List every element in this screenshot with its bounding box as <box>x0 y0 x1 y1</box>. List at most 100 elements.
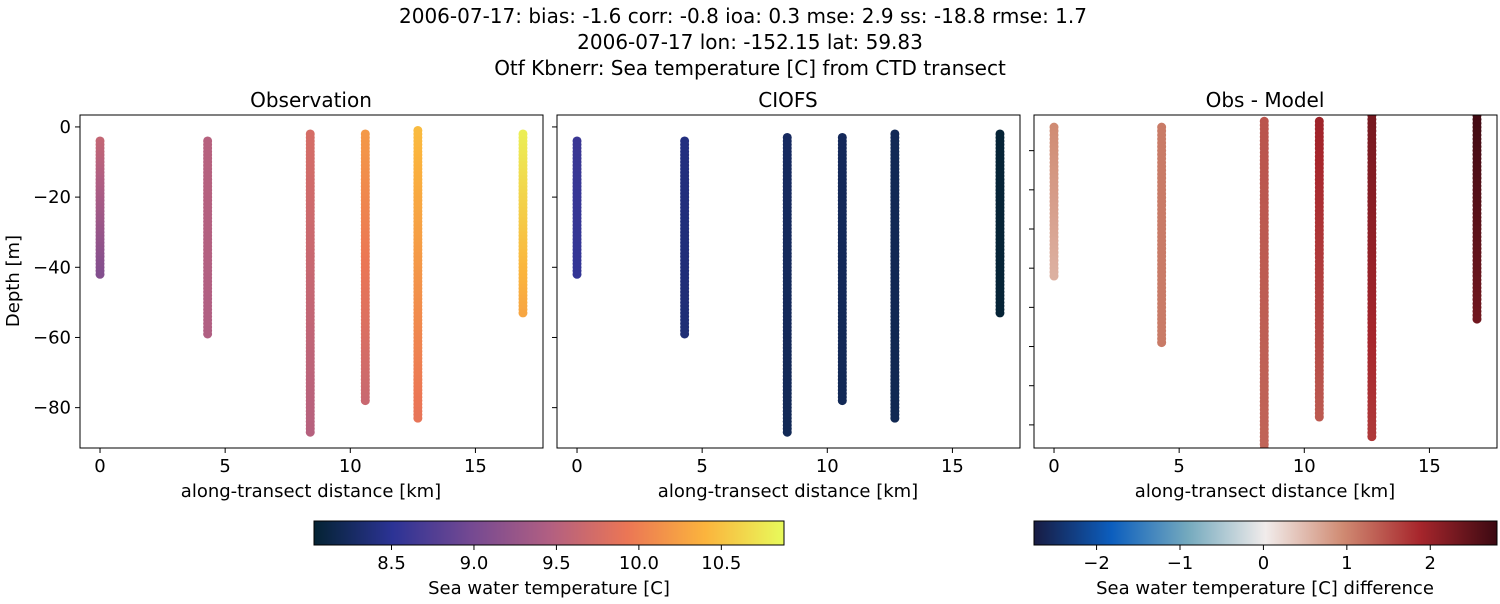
data-point-station-2 <box>305 427 315 437</box>
colorbar-segment <box>566 521 568 545</box>
colorbar-segment <box>1157 521 1159 545</box>
colorbar-segment <box>427 521 429 545</box>
colorbar-segment <box>1482 521 1484 545</box>
colorbar-segment <box>1247 521 1249 545</box>
colorbar-segment <box>680 521 682 545</box>
colorbar-segment <box>549 521 551 545</box>
colorbar-segment <box>753 521 755 545</box>
colorbar-segment <box>453 521 455 545</box>
colorbar-segment <box>556 521 558 545</box>
colorbar-segment <box>1340 521 1342 545</box>
colorbar-segment <box>323 521 325 545</box>
colorbar-segment <box>1463 521 1465 545</box>
colorbar-segment <box>1304 521 1306 545</box>
colorbar-segment <box>1230 521 1232 545</box>
colorbar-segment <box>706 521 708 545</box>
colorbar-segment <box>1480 521 1482 545</box>
colorbar-segment <box>1416 521 1418 545</box>
data-point-station-3 <box>1314 412 1324 422</box>
colorbar-segment <box>1196 521 1198 545</box>
colorbar-segment <box>1391 521 1393 545</box>
colorbar-segment <box>1438 521 1440 545</box>
colorbar-segment <box>697 521 699 545</box>
colorbar-segment <box>688 521 690 545</box>
colorbar-segment <box>1072 521 1074 545</box>
colorbar-segment <box>733 521 735 545</box>
colorbar-segment <box>1184 521 1186 545</box>
colorbar-segment <box>1061 521 1063 545</box>
colorbar-segment <box>1188 521 1190 545</box>
colorbar-segment <box>1063 521 1065 545</box>
colorbar-segment <box>321 521 323 545</box>
colorbar-segment <box>494 521 496 545</box>
colorbar-segment <box>500 521 502 545</box>
colorbar-segment <box>1291 521 1293 545</box>
colorbar-segment <box>1410 521 1412 545</box>
colorbar-segment <box>351 521 353 545</box>
colorbar-segment <box>357 521 359 545</box>
colorbar-segment <box>1456 521 1458 545</box>
colorbar-segment <box>1137 521 1139 545</box>
x-tick-label: 10 <box>816 456 839 477</box>
colorbar-segment <box>1330 521 1332 545</box>
colorbar-segment <box>503 521 505 545</box>
colorbar-segment <box>354 521 356 545</box>
colorbar-segment <box>555 521 557 545</box>
colorbar-segment <box>743 521 745 545</box>
colorbar-segment <box>553 521 555 545</box>
colorbar-segment <box>518 521 520 545</box>
colorbar-segment <box>1474 521 1476 545</box>
colorbar-segment <box>328 521 330 545</box>
colorbar-segment <box>702 521 704 545</box>
colorbar-segment <box>502 521 504 545</box>
colorbar-segment <box>1070 521 1072 545</box>
colorbar-segment <box>575 521 577 545</box>
colorbar-segment <box>621 521 623 545</box>
colorbar-segment <box>1163 521 1165 545</box>
colorbar-segment <box>1389 521 1391 545</box>
colorbar-segment <box>699 521 701 545</box>
x-tick-label: 5 <box>219 456 230 477</box>
colorbar-segment <box>1099 521 1101 545</box>
colorbar-segment <box>1492 521 1494 545</box>
colorbar-segment <box>1292 521 1294 545</box>
colorbar-segment <box>1103 521 1105 545</box>
colorbar-segment <box>529 521 531 545</box>
colorbar-segment <box>356 521 358 545</box>
colorbar-segment <box>514 521 516 545</box>
colorbar-segment <box>642 521 644 545</box>
colorbar-segment <box>444 521 446 545</box>
colorbar-segment <box>1051 521 1053 545</box>
colorbar-segment <box>777 521 779 545</box>
colorbar-segment <box>454 521 456 545</box>
colorbar-segment <box>639 521 641 545</box>
colorbar-segment <box>1358 521 1360 545</box>
colorbar-segment <box>428 521 430 545</box>
colorbar-segment <box>509 521 511 545</box>
colorbar-segment <box>1316 521 1318 545</box>
colorbar-segment <box>1422 521 1424 545</box>
colorbar-segment <box>1408 521 1410 545</box>
colorbar-segment <box>552 521 554 545</box>
colorbar-segment <box>478 521 480 545</box>
colorbar-segment <box>591 521 593 545</box>
colorbar-segment <box>434 521 436 545</box>
colorbar-segment <box>1387 521 1389 545</box>
colorbar-segment <box>1235 521 1237 545</box>
colorbar-segment <box>397 521 399 545</box>
colorbar-segment <box>1197 521 1199 545</box>
colorbar-segment <box>1446 521 1448 545</box>
colorbar-segment <box>1175 521 1177 545</box>
colorbar-segment <box>390 521 392 545</box>
colorbar-segment <box>1214 521 1216 545</box>
data-point-station-2 <box>782 427 792 437</box>
colorbar-segment <box>1113 521 1115 545</box>
colorbar-segment <box>546 521 548 545</box>
colorbar-tick-label: 10.0 <box>619 553 659 574</box>
colorbar-segment <box>1160 521 1162 545</box>
colorbar-segment <box>676 521 678 545</box>
colorbar-segment <box>464 521 466 545</box>
x-axis-label-ciofs: along-transect distance [km] <box>658 481 918 502</box>
colorbar-segment <box>775 521 777 545</box>
colorbar-segment <box>493 521 495 545</box>
